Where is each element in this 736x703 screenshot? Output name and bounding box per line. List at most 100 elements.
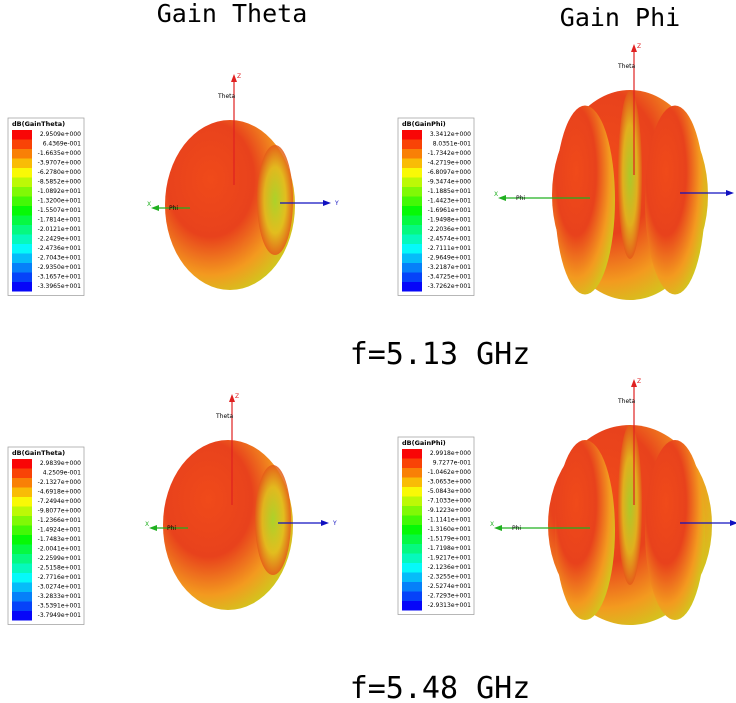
legend-value: -2.4736e+001 (38, 245, 82, 252)
legend-swatch (12, 582, 32, 592)
legend-value: -2.0121e+001 (38, 226, 82, 233)
legend-swatch (12, 497, 32, 507)
legend-value: -1.9498e+001 (428, 217, 472, 224)
legend-swatch (12, 601, 32, 611)
legend-title: dB(GainPhi) (402, 439, 446, 447)
legend-value: -1.0892e+001 (38, 188, 82, 195)
legend-swatch (12, 487, 32, 497)
axis-label: Z (637, 378, 641, 385)
legend-swatch (402, 244, 422, 254)
legend-value: -3.0274e+001 (38, 584, 82, 591)
panel: dB(GainTheta) 2.9509e+000 6.4369e-001 -1.66… (7, 73, 339, 296)
legend-swatch (12, 516, 32, 526)
legend-value: -1.3160e+001 (428, 526, 472, 533)
legend-value: -8.5852e+000 (38, 179, 82, 186)
y-arrow (321, 520, 329, 526)
column-header: Gain Theta (157, 0, 308, 28)
legend-value: -3.5391e+001 (38, 603, 82, 610)
legend-swatch (402, 525, 422, 535)
legend-value: 6.4369e-001 (43, 141, 81, 148)
pattern-lobe (645, 440, 705, 620)
legend-value: -2.7043e+001 (38, 255, 82, 262)
legend-swatch (402, 168, 422, 178)
legend-swatch (12, 139, 32, 149)
legend-value: -7.1033e+000 (428, 498, 472, 505)
axis-label: Theta (617, 63, 636, 70)
axis-label: X (145, 521, 149, 528)
legend-value: -2.9350e+001 (38, 264, 82, 271)
caption: f=5.48 GHz (350, 671, 531, 703)
legend-swatch (12, 187, 32, 197)
legend-value: -2.9649e+001 (428, 255, 472, 262)
legend-value: -9.3474e+000 (428, 179, 472, 186)
legend-value: 3.3412e+000 (430, 131, 471, 138)
pattern-null (255, 465, 291, 575)
legend-swatch (402, 458, 422, 468)
legend-value: -1.7814e+001 (38, 217, 82, 224)
legend-value: -1.4423e+001 (428, 198, 472, 205)
legend-swatch (12, 592, 32, 602)
legend-value: -3.9707e+000 (38, 160, 82, 167)
legend-swatch (12, 263, 32, 273)
legend-swatch (402, 234, 422, 244)
axis-label: Y (334, 200, 339, 207)
legend-swatch (402, 534, 422, 544)
legend-swatch (402, 139, 422, 149)
legend-swatch (12, 158, 32, 168)
y-arrow (726, 190, 734, 196)
legend-title: dB(GainTheta) (12, 120, 65, 128)
pattern-null (618, 425, 642, 585)
legend-swatch (12, 554, 32, 564)
legend-value: -2.7111e+001 (428, 245, 472, 252)
legend-value: 2.9839e+000 (40, 460, 81, 467)
legend-value: -2.5158e+001 (38, 565, 82, 572)
legend-value: -2.4574e+001 (428, 236, 472, 243)
panel: dB(GainPhi) 2.9918e+000 9.7277e-001 -1.0462… (397, 378, 736, 625)
legend-swatch (12, 244, 32, 254)
x-arrow (498, 195, 506, 201)
legend-value: 8.0351e-001 (433, 141, 471, 148)
legend-value: -1.7342e+000 (428, 150, 472, 157)
column-header: Gain Phi (560, 3, 680, 32)
axis-label: Phi (512, 525, 521, 532)
z-arrow (631, 44, 637, 52)
legend-swatch (402, 149, 422, 159)
legend-value: -1.7198e+001 (428, 545, 472, 552)
legend-value: -2.0041e+001 (38, 546, 82, 553)
legend-value: -3.0653e+000 (428, 479, 472, 486)
legend-swatch (402, 282, 422, 292)
legend-swatch (12, 196, 32, 206)
axis-label: Phi (169, 205, 178, 212)
legend-swatch (402, 206, 422, 216)
legend-value: -1.1885e+001 (428, 188, 472, 195)
legend-swatch (402, 196, 422, 206)
axis-label: Theta (217, 93, 236, 100)
legend-swatch (12, 215, 32, 225)
legend-swatch (402, 130, 422, 140)
legend-swatch (402, 215, 422, 225)
legend-swatch (12, 168, 32, 178)
legend-swatch (12, 149, 32, 159)
axis-label: X (147, 201, 151, 208)
legend-value: -9.1223e+000 (428, 507, 472, 514)
legend-value: -6.8097e+000 (428, 169, 472, 176)
x-arrow (151, 205, 159, 211)
legend-swatch (402, 477, 422, 487)
legend-value: -9.8077e+000 (38, 508, 82, 515)
axis-label: Z (237, 73, 241, 80)
y-arrow (730, 520, 736, 526)
axis-label: Theta (617, 398, 636, 405)
legend-value: -1.0462e+000 (428, 469, 472, 476)
legend-swatch (402, 572, 422, 582)
legend-value: -2.2599e+001 (38, 555, 82, 562)
legend-value: -1.6961e+001 (428, 207, 472, 214)
legend-value: -1.3200e+001 (38, 198, 82, 205)
legend-swatch (12, 282, 32, 292)
legend-swatch (402, 225, 422, 235)
legend-value: -2.2429e+001 (38, 236, 82, 243)
legend-swatch (12, 468, 32, 478)
legend-value: -3.2833e+001 (38, 593, 82, 600)
pattern-null (257, 145, 293, 255)
legend-value: -2.3255e+001 (428, 574, 472, 581)
